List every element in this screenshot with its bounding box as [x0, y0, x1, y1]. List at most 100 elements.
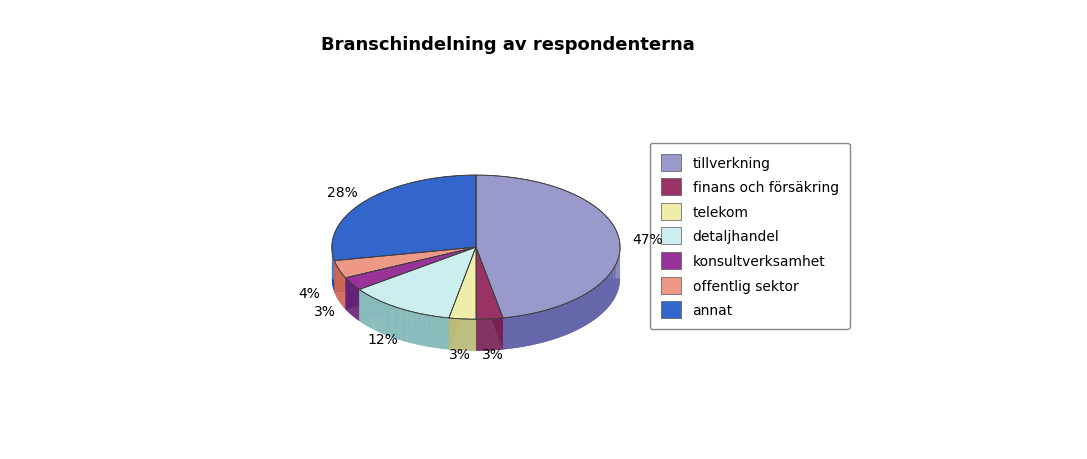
Polygon shape: [335, 279, 476, 294]
Polygon shape: [341, 279, 476, 306]
Polygon shape: [376, 279, 476, 331]
Polygon shape: [457, 279, 476, 350]
Polygon shape: [348, 279, 476, 312]
Polygon shape: [476, 279, 486, 351]
Polygon shape: [342, 279, 476, 306]
Polygon shape: [476, 279, 478, 351]
Polygon shape: [403, 279, 476, 341]
Polygon shape: [350, 279, 476, 314]
Polygon shape: [476, 279, 615, 300]
Polygon shape: [553, 307, 558, 340]
Polygon shape: [476, 279, 614, 303]
Polygon shape: [342, 279, 476, 307]
Polygon shape: [354, 279, 476, 318]
Polygon shape: [373, 279, 476, 330]
Polygon shape: [366, 279, 476, 326]
Polygon shape: [476, 279, 478, 351]
Polygon shape: [464, 279, 476, 351]
Polygon shape: [467, 279, 476, 351]
Polygon shape: [336, 279, 476, 296]
Polygon shape: [340, 279, 476, 303]
Polygon shape: [386, 279, 476, 336]
Polygon shape: [460, 279, 476, 351]
Polygon shape: [476, 279, 553, 341]
Polygon shape: [347, 279, 476, 311]
Polygon shape: [339, 279, 476, 302]
Polygon shape: [347, 279, 476, 311]
Polygon shape: [476, 279, 487, 351]
Polygon shape: [361, 279, 476, 323]
Polygon shape: [334, 279, 476, 292]
Polygon shape: [340, 279, 476, 302]
Polygon shape: [476, 279, 484, 351]
Polygon shape: [476, 279, 499, 350]
Polygon shape: [476, 279, 496, 350]
Polygon shape: [441, 317, 442, 349]
Polygon shape: [341, 279, 476, 305]
Polygon shape: [461, 279, 476, 351]
Polygon shape: [332, 279, 476, 281]
Polygon shape: [375, 279, 476, 330]
Polygon shape: [335, 279, 476, 293]
Polygon shape: [341, 279, 476, 305]
Polygon shape: [476, 279, 539, 345]
Polygon shape: [452, 279, 476, 350]
Polygon shape: [476, 279, 620, 282]
Polygon shape: [426, 315, 427, 347]
Polygon shape: [389, 279, 476, 337]
Polygon shape: [458, 279, 476, 350]
Polygon shape: [476, 279, 499, 350]
Polygon shape: [476, 279, 489, 351]
Polygon shape: [338, 279, 476, 301]
Polygon shape: [335, 279, 476, 294]
Polygon shape: [363, 279, 476, 325]
Polygon shape: [595, 286, 598, 319]
Polygon shape: [476, 279, 617, 295]
Polygon shape: [345, 279, 476, 308]
Polygon shape: [463, 279, 476, 351]
Polygon shape: [340, 279, 476, 303]
Polygon shape: [334, 279, 476, 291]
Polygon shape: [424, 279, 476, 347]
Polygon shape: [388, 279, 476, 336]
Polygon shape: [348, 279, 476, 313]
Polygon shape: [357, 279, 476, 319]
Polygon shape: [574, 298, 578, 332]
Polygon shape: [342, 279, 476, 306]
Polygon shape: [337, 279, 476, 299]
Polygon shape: [476, 247, 503, 319]
Polygon shape: [605, 276, 608, 310]
Polygon shape: [467, 279, 476, 351]
Polygon shape: [476, 279, 501, 350]
Polygon shape: [476, 279, 477, 351]
Polygon shape: [338, 279, 476, 301]
Polygon shape: [335, 279, 476, 295]
Polygon shape: [476, 279, 488, 351]
Polygon shape: [416, 313, 417, 345]
Polygon shape: [341, 279, 476, 304]
Polygon shape: [368, 279, 476, 327]
Polygon shape: [471, 279, 476, 351]
Polygon shape: [399, 308, 400, 340]
Polygon shape: [348, 279, 476, 312]
Polygon shape: [336, 279, 476, 297]
Polygon shape: [503, 318, 509, 350]
Polygon shape: [476, 279, 479, 351]
Polygon shape: [578, 297, 582, 330]
Polygon shape: [460, 279, 476, 351]
Polygon shape: [332, 176, 476, 261]
Polygon shape: [476, 279, 477, 351]
Polygon shape: [476, 279, 480, 351]
Polygon shape: [352, 279, 476, 316]
Polygon shape: [337, 279, 476, 298]
Polygon shape: [449, 247, 476, 350]
Polygon shape: [466, 279, 476, 351]
Polygon shape: [429, 316, 430, 347]
Polygon shape: [476, 279, 485, 351]
Polygon shape: [472, 279, 476, 351]
Polygon shape: [405, 310, 407, 342]
Polygon shape: [353, 279, 476, 317]
Polygon shape: [398, 279, 476, 340]
Polygon shape: [345, 279, 476, 309]
Polygon shape: [338, 279, 476, 300]
